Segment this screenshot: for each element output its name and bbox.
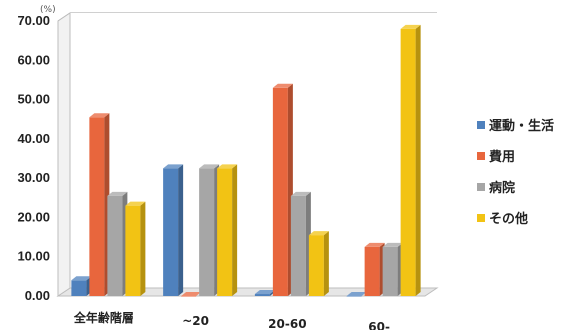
legend-item: 費用 <box>477 149 515 165</box>
bar-top <box>181 292 202 296</box>
y-tick-label: 20.00 <box>17 209 50 224</box>
bar-top <box>125 201 146 206</box>
bar <box>71 276 92 296</box>
bar <box>346 292 367 297</box>
axes <box>56 12 439 297</box>
bar-top <box>290 191 311 196</box>
y-tick-label: 50.00 <box>17 92 50 107</box>
y-tick-label: 70.00 <box>17 13 50 28</box>
bar <box>217 164 238 296</box>
legend-label: 費用 <box>489 149 515 165</box>
bar-front <box>107 195 123 296</box>
bar-front <box>346 296 362 297</box>
bar-top <box>107 191 128 196</box>
bar-front <box>199 168 215 296</box>
bar-front <box>181 296 197 297</box>
bar <box>89 113 110 296</box>
bar-top <box>254 290 275 295</box>
bar <box>382 242 403 296</box>
bar-front <box>272 87 288 297</box>
bar-front <box>308 235 324 296</box>
y-tick-label: 0.00 <box>25 288 50 303</box>
legend-label: その他 <box>489 211 528 227</box>
bar-front <box>400 28 416 296</box>
legend-swatch <box>477 183 485 191</box>
bar-front <box>254 294 270 296</box>
bar-front <box>89 117 105 296</box>
bar-top <box>163 164 184 169</box>
bar <box>107 191 128 296</box>
y-tick-label: 10.00 <box>17 249 50 264</box>
legend-item: 運動・生活 <box>477 118 554 134</box>
bar <box>272 83 293 297</box>
legend-item: 病院 <box>477 180 515 196</box>
legend-swatch <box>477 152 485 160</box>
bar-front <box>163 168 179 296</box>
bar-front <box>364 246 380 296</box>
y-tick-label: 30.00 <box>17 170 50 185</box>
x-category-label: 20-60 <box>268 317 306 330</box>
bar-top <box>382 242 403 247</box>
x-category-label: 60- <box>368 320 390 330</box>
y-tick-label: 60.00 <box>17 52 50 67</box>
bar-top <box>217 164 238 169</box>
bar-top <box>199 164 220 169</box>
legend-swatch <box>477 214 485 222</box>
bar <box>308 231 329 296</box>
legend-item: その他 <box>477 211 528 227</box>
bar-front <box>71 280 87 296</box>
bar-top <box>308 231 329 236</box>
x-category-label: ~20 <box>182 314 209 328</box>
y-tick-labels: 0.00 10.00 20.00 30.00 40.00 50.00 60.00 70.00 <box>17 13 50 303</box>
bar <box>181 292 202 297</box>
back-wall <box>70 13 437 288</box>
bar-front <box>125 205 141 296</box>
bar-top <box>272 83 293 88</box>
legend-label: 運動・生活 <box>489 118 554 134</box>
bar-front <box>382 246 398 296</box>
side-wall <box>57 12 71 297</box>
bar-top <box>364 242 385 247</box>
bar-top <box>346 292 367 296</box>
bar-side <box>323 231 329 296</box>
bar-top <box>71 276 92 281</box>
bars <box>71 24 421 297</box>
bar-front <box>217 168 233 296</box>
x-category-label: 全年齢階層 <box>73 310 134 325</box>
bar-side <box>415 24 421 296</box>
legend-label: 病院 <box>489 180 515 196</box>
bar-front <box>290 195 306 296</box>
bar-side <box>232 164 238 296</box>
bar <box>290 191 311 296</box>
bar <box>199 164 220 296</box>
bar-side <box>140 201 146 296</box>
legend-swatch <box>477 121 485 129</box>
bar-top <box>400 24 421 29</box>
bar <box>364 242 385 296</box>
bar <box>400 24 421 296</box>
y-tick-label: 40.00 <box>17 131 50 146</box>
bar-top <box>89 113 110 118</box>
bar <box>163 164 184 296</box>
y-unit-label: (%) <box>40 5 56 15</box>
bar-side <box>178 164 184 296</box>
x-category-labels: 全年齢階層 ~20 20-60 60- <box>73 310 390 330</box>
bar <box>125 201 146 296</box>
